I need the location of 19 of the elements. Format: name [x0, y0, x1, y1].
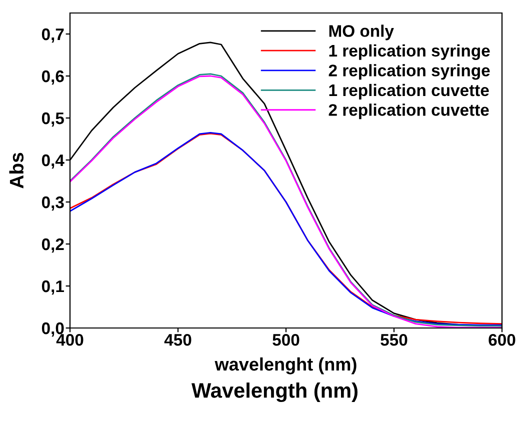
- y-tick-label: 0,2: [42, 238, 64, 253]
- x-tick-label: 550: [380, 334, 408, 346]
- y-tick-label: 0,7: [42, 28, 64, 43]
- x-tick-label: 600: [488, 334, 516, 346]
- legend-label: 2 replication syringe: [328, 64, 490, 80]
- y-tick-label: 0,6: [42, 70, 64, 85]
- x-tick-label: 450: [164, 334, 192, 346]
- legend-label: 2 replication cuvette: [328, 104, 489, 120]
- legend-label: MO only: [329, 24, 394, 40]
- text: Wavelength (nm): [192, 382, 358, 402]
- y-tick-label: 0,1: [42, 280, 64, 295]
- legend-label: 1 replication syringe: [329, 44, 490, 60]
- x-axis-title: wavelenght (nm): [214, 357, 356, 374]
- y-tick-label: 0,3: [42, 196, 64, 211]
- y-tick-label: 0,4: [42, 154, 64, 169]
- x-tick-label: 500: [272, 334, 300, 346]
- y-axis-title: Abs: [9, 152, 24, 188]
- y-tick-label: 0,5: [42, 112, 64, 127]
- legend-label: 1 replication cuvette: [329, 84, 489, 100]
